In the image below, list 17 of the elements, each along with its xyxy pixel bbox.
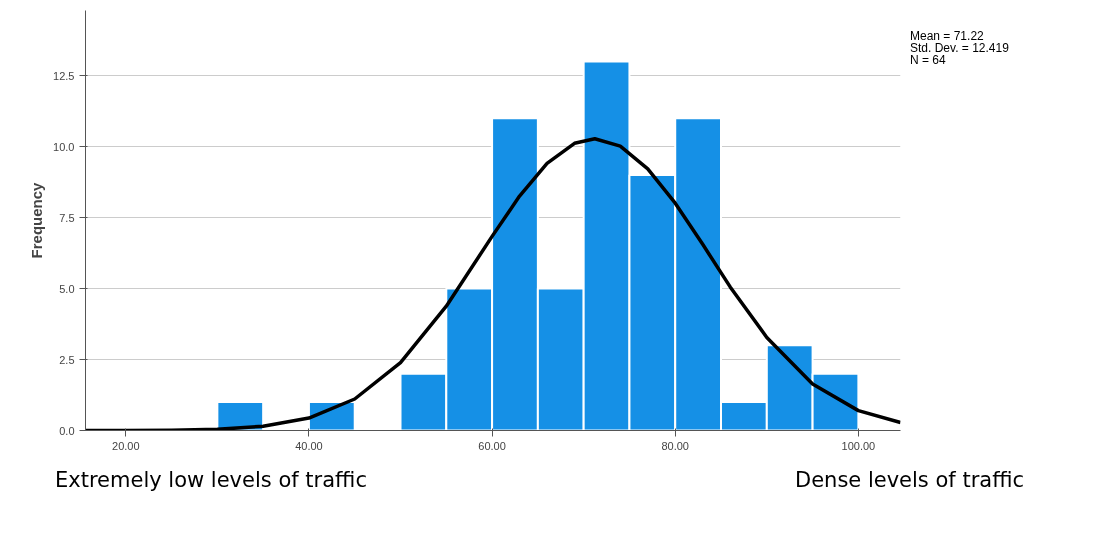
y-tick-label: 0.0	[59, 424, 75, 437]
x-tick-label: 80.00	[661, 439, 689, 452]
y-tick-label: 2.5	[59, 353, 75, 366]
y-tick-label: 12.5	[53, 69, 75, 82]
text: Dense levels of traffic	[795, 467, 1024, 494]
y-tick-label: 10.0	[53, 140, 75, 153]
text: N = 64	[910, 53, 946, 67]
x-tick-label: 40.00	[295, 439, 323, 452]
x-tick-label: 20.00	[112, 439, 140, 452]
x-tick-label: 100.00	[841, 439, 876, 452]
y-tick-label: 5.0	[59, 282, 75, 295]
text: Std. Dev. = 12.419	[910, 41, 1009, 55]
y-tick-label: 7.5	[59, 211, 75, 224]
text: Mean = 71.22	[910, 29, 984, 43]
x-tick-label: 60.00	[478, 439, 506, 452]
y-axis-title: Frequency	[28, 181, 46, 259]
text: Extremely low levels of traffic	[55, 467, 367, 494]
